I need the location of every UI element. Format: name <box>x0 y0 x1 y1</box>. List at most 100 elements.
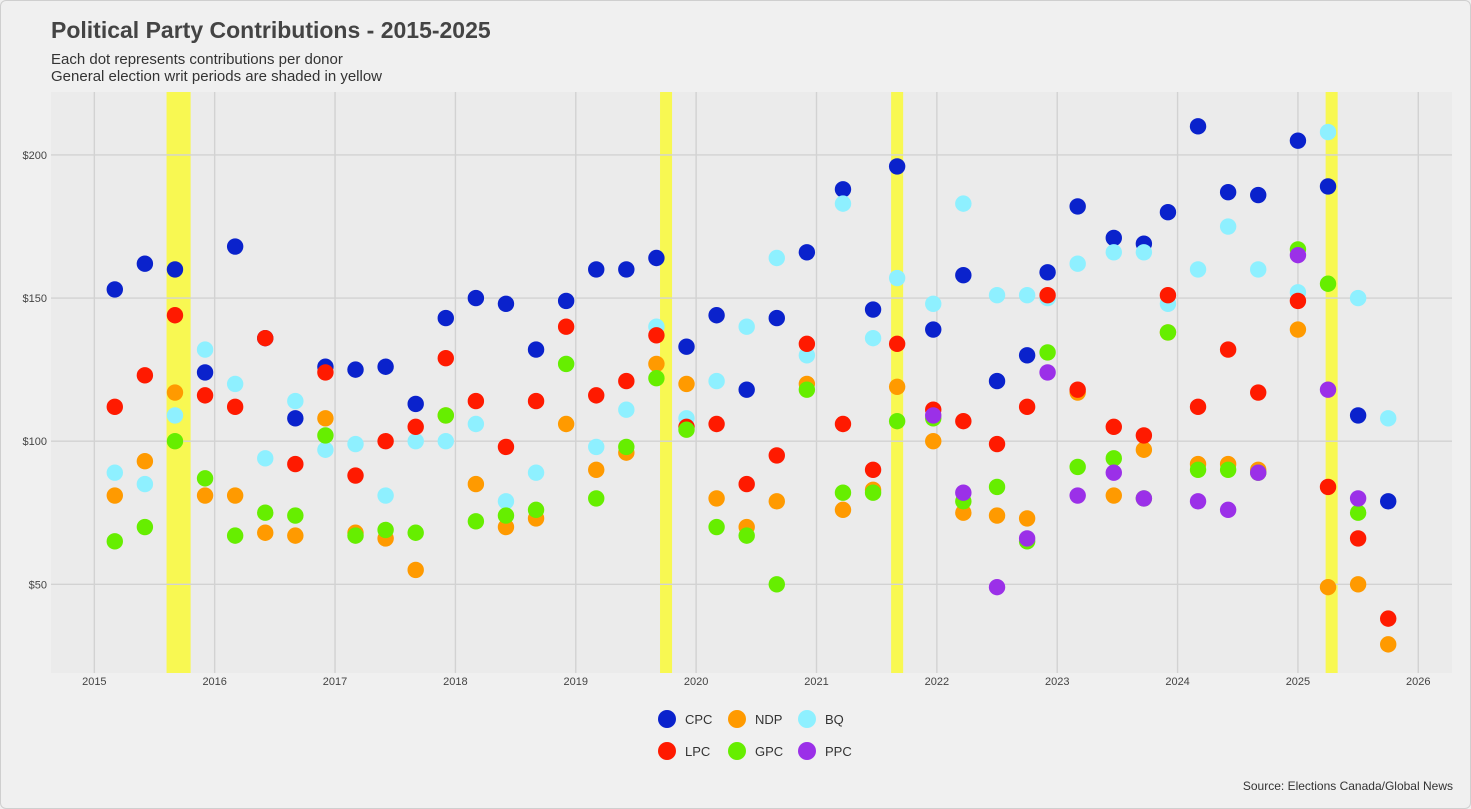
data-point-gpc <box>1349 504 1367 521</box>
data-point-lpc <box>1349 530 1367 547</box>
data-point-cpc <box>527 341 545 358</box>
data-point-cpc <box>1039 264 1056 281</box>
data-point-cpc <box>618 261 635 278</box>
data-point-bq <box>1349 289 1367 307</box>
data-point-ndp <box>106 487 123 504</box>
legend-item-cpc: CPC <box>658 708 728 730</box>
data-point-gpc <box>864 484 882 501</box>
data-point-ppc <box>1250 464 1267 481</box>
data-point-bq <box>257 450 274 467</box>
x-tick-label: 2025 <box>1286 676 1310 688</box>
data-point-ndp <box>1105 487 1122 504</box>
data-point-bq <box>166 407 184 424</box>
legend-label-cpc: CPC <box>685 711 713 727</box>
data-point-bq <box>347 435 364 453</box>
data-point-gpc <box>347 527 364 544</box>
data-point-lpc <box>196 387 214 404</box>
data-point-lpc <box>708 415 725 433</box>
data-point-lpc <box>467 392 485 410</box>
data-point-bq <box>955 195 972 212</box>
data-point-ppc <box>1289 246 1307 264</box>
data-point-gpc <box>1219 461 1237 478</box>
data-point-ndp <box>588 461 605 478</box>
data-point-lpc <box>497 438 515 456</box>
data-point-ppc <box>925 407 942 424</box>
data-point-cpc <box>988 372 1006 390</box>
data-point-ppc <box>1105 464 1122 481</box>
data-point-bq <box>834 195 852 212</box>
data-point-ppc <box>1018 530 1036 547</box>
data-point-bq <box>1189 261 1207 278</box>
series-lpc <box>106 287 1397 627</box>
data-point-cpc <box>106 281 123 298</box>
data-point-cpc <box>864 301 882 318</box>
data-point-lpc <box>864 461 882 478</box>
data-point-bq <box>798 347 816 364</box>
data-point-lpc <box>1135 427 1153 444</box>
legend-item-lpc: LPC <box>658 740 728 762</box>
data-point-gpc <box>226 527 244 544</box>
x-tick-label: 2022 <box>925 676 949 688</box>
chart-title: Political Party Contributions - 2015-202… <box>51 17 491 43</box>
data-point-gpc <box>798 381 816 398</box>
legend-swatch-bq <box>798 710 816 728</box>
data-point-bq <box>1380 410 1397 427</box>
data-point-bq <box>1219 218 1237 235</box>
x-tick-label: 2024 <box>1165 676 1189 688</box>
data-point-lpc <box>1039 287 1056 304</box>
data-point-lpc <box>1250 384 1267 401</box>
x-tick-label: 2021 <box>804 676 828 688</box>
data-point-lpc <box>1219 341 1237 358</box>
data-point-lpc <box>257 329 274 347</box>
data-point-bq <box>287 392 304 410</box>
legend-label-lpc: LPC <box>685 743 711 759</box>
data-point-cpc <box>347 361 364 378</box>
x-tick-label: 2023 <box>1045 676 1069 688</box>
data-point-ndp <box>497 518 515 536</box>
x-tick-label: 2017 <box>323 676 347 688</box>
x-tick-label: 2020 <box>684 676 708 688</box>
writ-period-shade-0 <box>166 92 191 673</box>
data-point-bq <box>888 269 906 287</box>
data-point-bq <box>106 464 123 481</box>
data-point-bq <box>1319 123 1337 141</box>
data-point-gpc <box>1039 344 1056 361</box>
data-point-cpc <box>648 249 665 267</box>
legend: CPC NDP BQ LPC GPC PPC <box>658 708 858 762</box>
data-point-cpc <box>497 295 515 312</box>
data-point-gpc <box>1159 324 1177 341</box>
data-point-gpc <box>407 524 424 541</box>
data-point-ndp <box>257 524 274 541</box>
data-point-ndp <box>678 375 695 393</box>
data-point-lpc <box>1189 398 1207 416</box>
data-point-bq <box>1250 261 1267 278</box>
data-point-bq <box>497 493 515 510</box>
data-point-cpc <box>287 410 304 427</box>
data-point-cpc <box>1189 118 1207 135</box>
data-point-cpc <box>1289 132 1307 149</box>
data-point-bq <box>864 329 882 347</box>
data-point-cpc <box>226 238 244 255</box>
data-point-ndp <box>768 493 785 510</box>
data-point-bq <box>467 415 485 433</box>
data-point-cpc <box>407 395 424 413</box>
data-point-ndp <box>708 490 725 507</box>
data-point-lpc <box>618 372 635 390</box>
legend-item-ndp: NDP <box>728 708 798 730</box>
data-point-lpc <box>407 418 424 436</box>
data-point-lpc <box>1018 398 1036 416</box>
data-point-ndp <box>317 410 334 427</box>
x-tick-label: 2026 <box>1406 676 1430 688</box>
data-point-cpc <box>798 244 816 261</box>
data-point-bq <box>527 464 545 481</box>
y-tick-label: $100 <box>23 436 47 448</box>
data-point-bq <box>618 401 635 418</box>
data-point-lpc <box>1319 478 1337 496</box>
legend-label-ndp: NDP <box>755 711 783 727</box>
data-point-bq <box>437 432 454 450</box>
data-point-cpc <box>467 289 485 307</box>
data-point-ndp <box>287 527 304 544</box>
data-point-cpc <box>925 321 942 338</box>
data-point-cpc <box>136 255 154 272</box>
y-tick-label: $150 <box>23 293 47 305</box>
